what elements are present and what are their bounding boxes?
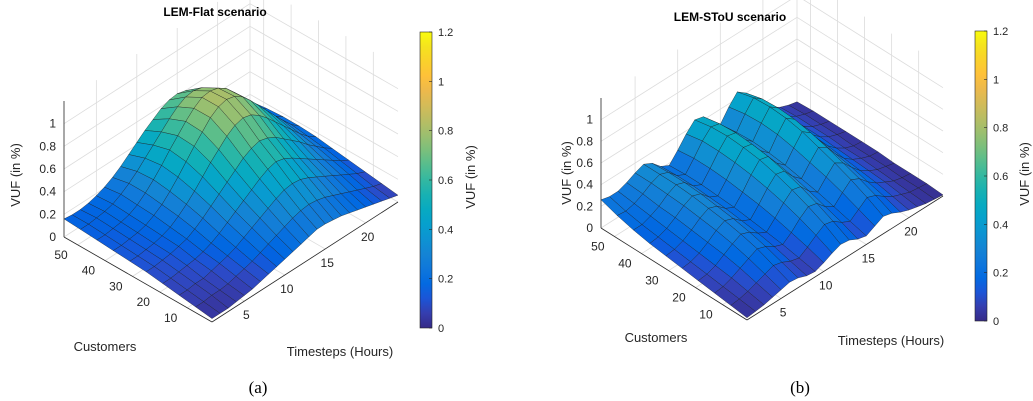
- surface-patch: [730, 298, 756, 319]
- x-axis-line: [600, 227, 748, 321]
- colorbar-tick-label: 0.6: [993, 171, 1008, 183]
- colorbar-tick-label: 1: [438, 76, 444, 88]
- x-tick-label: 50: [54, 248, 68, 262]
- z-tick-label: 0.4: [576, 178, 593, 192]
- x-tick-label: 20: [672, 291, 686, 305]
- x-tick-label: 10: [699, 308, 713, 322]
- colorbar-label: VUF (in %): [1017, 142, 1032, 206]
- x-tick-label: 30: [109, 279, 123, 293]
- z-tick-label: 0.6: [39, 162, 56, 176]
- colorbar-tick-label: 0.6: [438, 175, 453, 187]
- chart-title: LEM-Flat scenario: [163, 5, 266, 19]
- panel-a: 0 0.2 0.4 0.6 0.8 1 50 40 30 20 10 5 10 15 20 LEM-Flat…: [0, 0, 516, 401]
- z-tick-label: 0.2: [39, 207, 56, 221]
- colorbar-tick-label: 0: [438, 323, 444, 335]
- chart-title: LEM-SToU scenario: [674, 10, 786, 24]
- x-axis-label: Customers: [74, 339, 137, 354]
- y-tick-label: 10: [280, 282, 294, 296]
- x-tick-label: 40: [82, 264, 96, 278]
- colorbar-label: VUF (in %): [463, 145, 478, 209]
- y-axis-line: [746, 195, 944, 321]
- z-tick-label: 0.2: [576, 199, 593, 213]
- colorbar-tick-label: 0.4: [438, 224, 453, 236]
- x-axis-line: [63, 236, 213, 323]
- y-tick-label: 15: [862, 252, 876, 266]
- colorbar-tick-label: 1.2: [438, 27, 453, 39]
- y-tick-label: 10: [819, 278, 833, 292]
- figure-caption: (b): [790, 378, 810, 397]
- colorbar-tick-label: 1.2: [993, 26, 1008, 38]
- z-tick-label: 0.6: [576, 156, 593, 170]
- surface-patch: [195, 301, 221, 319]
- x-tick-label: 40: [618, 257, 632, 271]
- z-tick-label: 0.8: [39, 139, 56, 153]
- y-tick-label: 20: [904, 225, 918, 239]
- y-axis-label: Timesteps (Hours): [287, 344, 393, 359]
- z-tick-label: 0: [49, 230, 56, 244]
- y-tick-label: 5: [243, 308, 250, 322]
- z-tick-label: 0.4: [39, 185, 56, 199]
- panel-b: 0 0.2 0.4 0.6 0.8 1 50 40 30 20 10 5 10 15 20 LEM-SToU…: [517, 0, 1033, 401]
- y-axis-line: [211, 201, 399, 323]
- colorbar-tick-label: 0: [993, 316, 999, 328]
- x-tick-label: 30: [645, 274, 659, 288]
- colorbar-tick-label: 0.2: [438, 274, 453, 286]
- y-tick-label: 5: [780, 305, 787, 319]
- z-axis-label: VUF (in %): [559, 141, 574, 205]
- x-tick-label: 50: [591, 240, 605, 254]
- x-axis-label: Customers: [625, 330, 688, 345]
- figure-caption: (a): [249, 378, 268, 397]
- z-tick-label: 0.8: [576, 134, 593, 148]
- z-tick-label: 1: [586, 113, 593, 127]
- y-tick-label: 20: [361, 230, 375, 244]
- x-tick-label: 20: [137, 295, 151, 309]
- colorbar-tick-label: 0.2: [993, 268, 1008, 280]
- colorbar-tick-label: 0.4: [993, 219, 1008, 231]
- z-axis-label: VUF (in %): [8, 143, 23, 207]
- y-tick-label: 15: [321, 256, 335, 270]
- z-tick-label: 0: [586, 221, 593, 235]
- y-axis-label: Timesteps (Hours): [838, 333, 944, 348]
- x-tick-label: 10: [164, 311, 178, 325]
- colorbar-tick-label: 1: [993, 74, 999, 86]
- z-tick-label: 1: [49, 117, 56, 131]
- colorbar-tick-label: 0.8: [993, 123, 1008, 135]
- gridline-z: [600, 0, 944, 121]
- colorbar-tick-label: 0.8: [438, 126, 453, 138]
